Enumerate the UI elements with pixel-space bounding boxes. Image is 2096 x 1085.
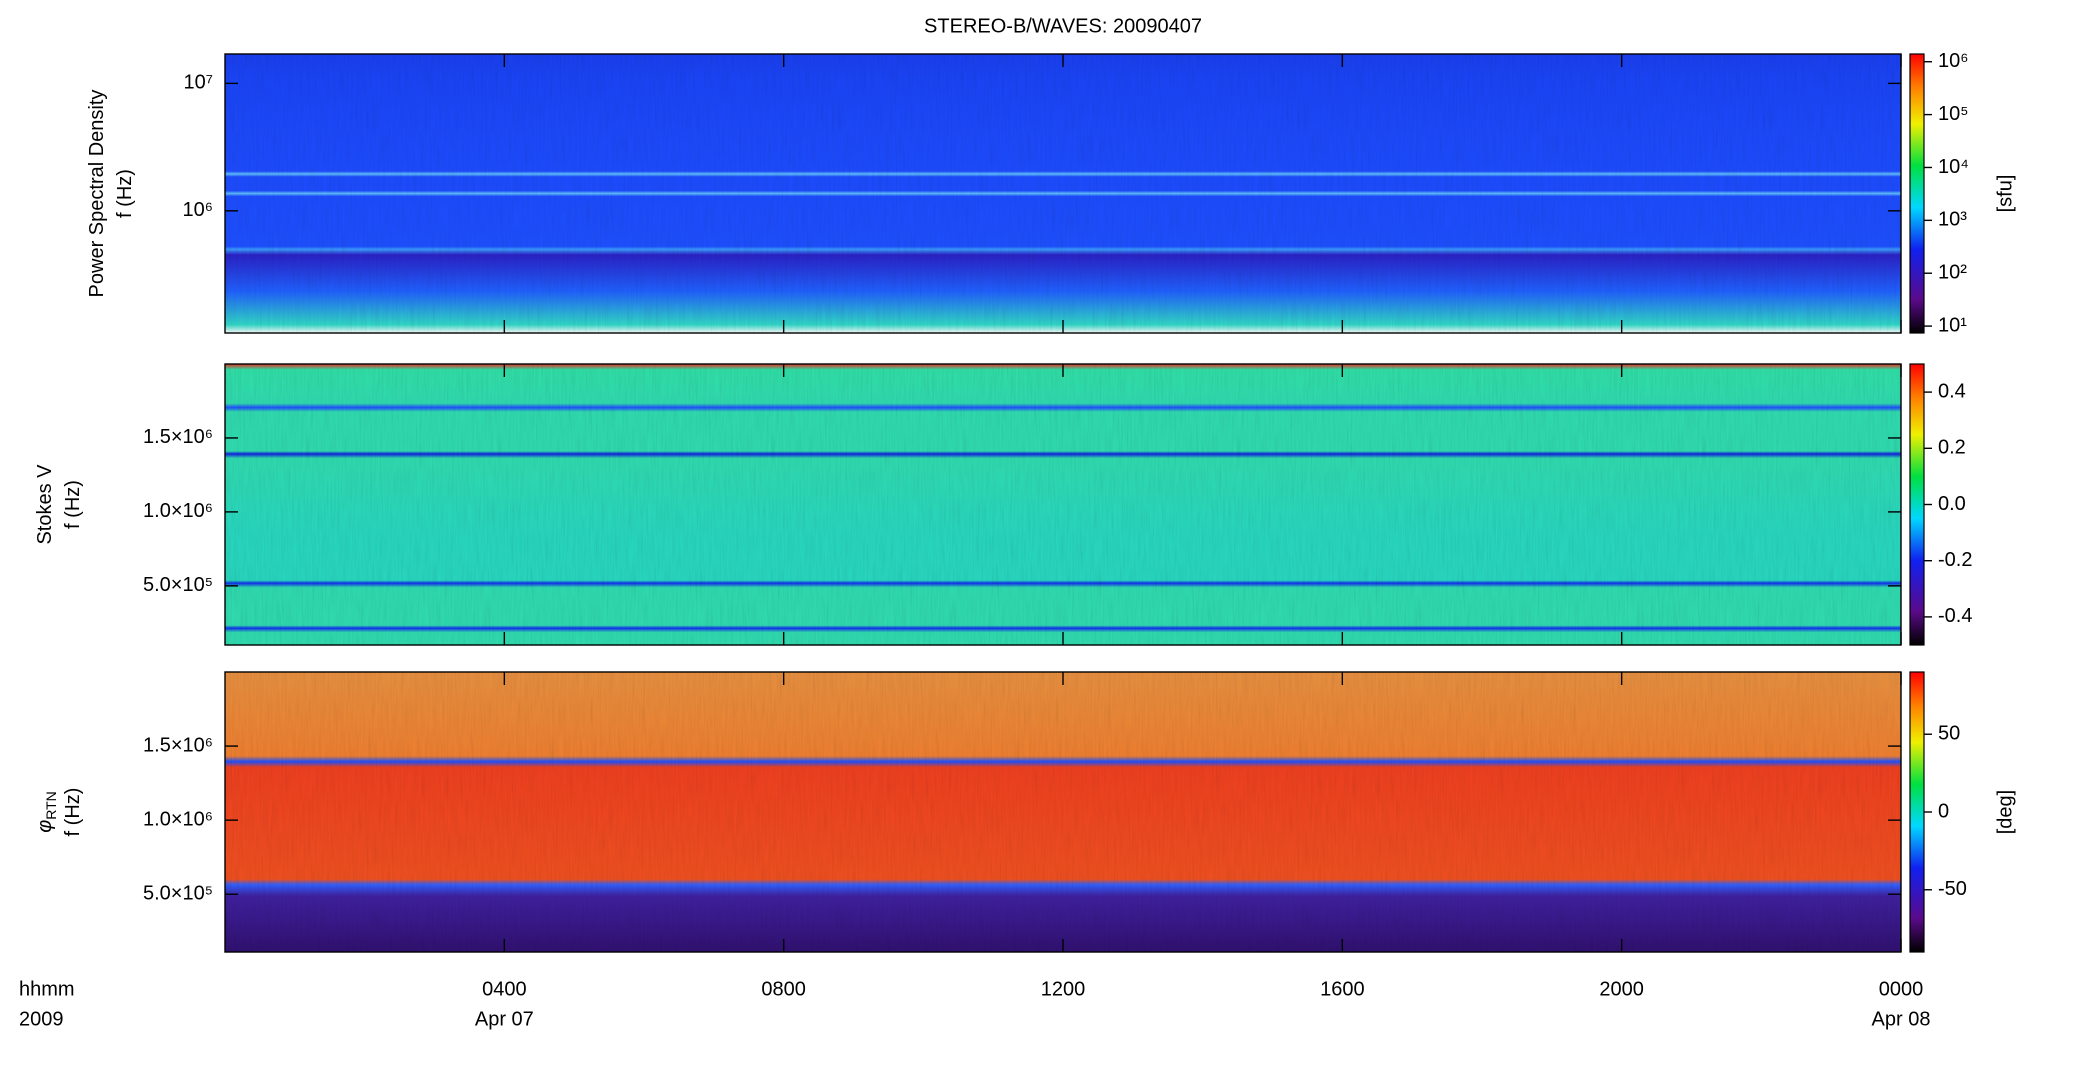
spectrogram-texture [225,54,1901,333]
y-axis-label: f (Hz) [62,788,84,837]
colorbar-tick-label: 10³ [1938,209,1967,231]
y-tick-label: 5.0×10⁵ [143,574,213,596]
colorbar-label: [sfu] [1994,175,2016,213]
colorbar [1909,671,1925,953]
colorbar-tick-label: -50 [1938,878,1967,900]
y-axis-label: Stokes V [34,464,56,545]
y-tick-label: 1.0×10⁶ [143,808,213,830]
x-tick-label: 0000 [1879,978,1924,1000]
y-axis-label-text: f (Hz) [62,788,84,837]
x-tick-label: 2000 [1599,978,1644,1000]
x-tick-label: 1200 [1041,978,1086,1000]
colorbar-tick-label: 0.0 [1938,493,1966,515]
y-axis-label-text: Stokes V [34,464,56,545]
colorbar-tick-label: 10⁵ [1938,103,1969,125]
y-tick-label: 1.5×10⁶ [143,734,213,756]
colorbar-tick-label: 50 [1938,723,1960,745]
y-axis-label: f (Hz) [114,169,136,218]
colorbar-label: [deg] [1994,790,2016,834]
y-tick-label: 5.0×10⁵ [143,883,213,905]
colorbar-tick-label: 10⁶ [1938,50,1968,72]
colorbar-tick-label: 0.4 [1938,380,1966,402]
spectrogram-texture [225,364,1901,645]
y-axis-label: f (Hz) [62,480,84,529]
colorbar [1909,363,1925,646]
y-axis-label: φRTN [34,791,58,833]
colorbar-tick-label: 0.2 [1938,437,1966,459]
colorbar-tick-label: 10¹ [1938,314,1967,336]
y-axis-label-text: f (Hz) [62,480,84,529]
colorbar-tick-label: 10² [1938,261,1967,283]
y-tick-label: 1.5×10⁶ [143,426,213,448]
y-tick-label: 1.0×10⁶ [143,500,213,522]
y-axis-label-text: Power Spectral Density [86,90,108,298]
colorbar-tick-label: 10⁴ [1938,156,1969,178]
x-tick-label: 1600 [1320,978,1365,1000]
spectrogram-texture [225,672,1901,952]
x-tick-label: 0400 [482,978,527,1000]
x-tick-label: 0800 [761,978,806,1000]
colorbar-tick-label: -0.4 [1938,605,1972,627]
x-axis-label: hhmm [19,978,75,1000]
y-axis-label-sub: RTN [43,791,59,820]
y-tick-label: 10⁷ [184,72,213,94]
colorbar-tick-label: 0 [1938,800,1949,822]
x-date-label: Apr 08 [1872,1008,1931,1030]
y-axis-label-text: f (Hz) [114,169,136,218]
chart-title: STEREO-B/WAVES: 20090407 [924,15,1202,37]
colorbar [1909,53,1925,334]
y-tick-label: 10⁶ [183,199,213,221]
colorbar-tick-label: -0.2 [1938,549,1972,571]
y-axis-label-text: φ [34,820,56,833]
x-date-label: Apr 07 [475,1008,534,1030]
x-axis-label: 2009 [19,1008,64,1030]
y-axis-label: Power Spectral Density [86,90,108,298]
